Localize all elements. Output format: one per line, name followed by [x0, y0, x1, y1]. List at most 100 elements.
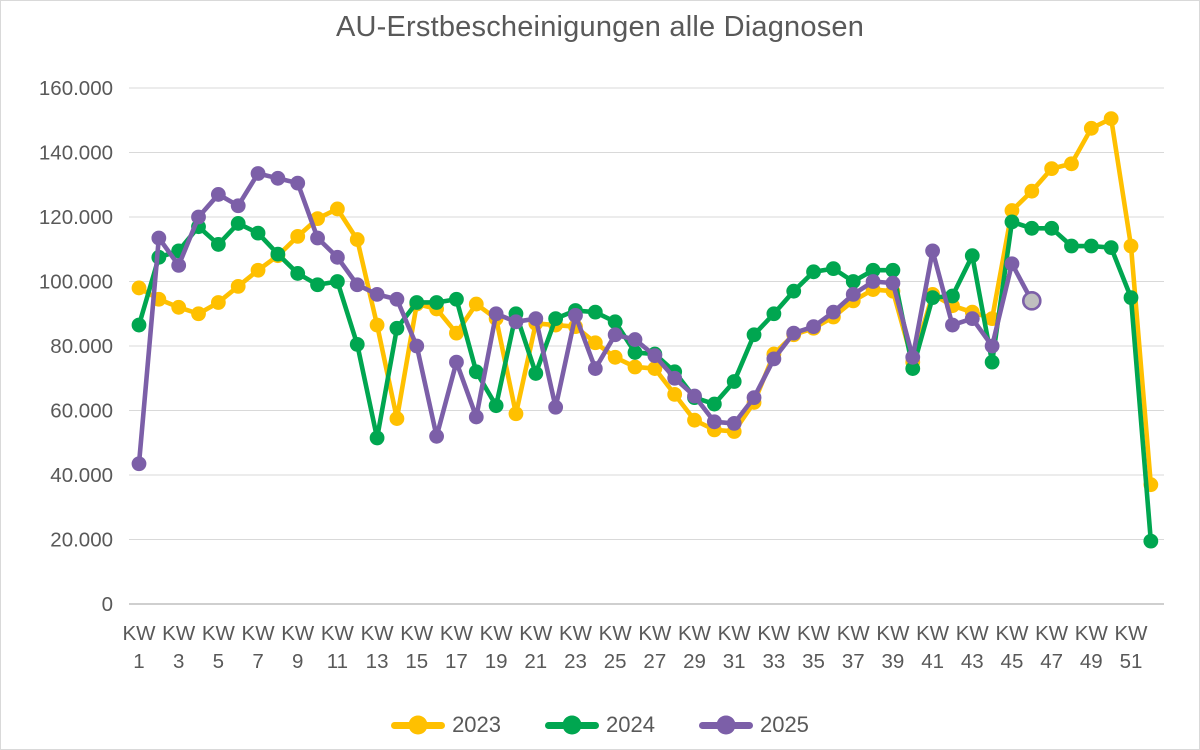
data-point-2025-kw27 [647, 348, 663, 364]
x-tick-label-week: 27 [643, 650, 666, 673]
data-point-2025-kw17 [449, 354, 464, 370]
data-point-2023-kw49 [1083, 120, 1099, 136]
data-point-2024-kw48 [1064, 238, 1079, 254]
y-tick-label: 160.000 [39, 77, 113, 100]
data-point-2023-kw3 [171, 299, 187, 315]
data-point-2024-kw41 [925, 290, 940, 306]
data-point-2024-kw25 [607, 314, 623, 330]
series-2024 [131, 214, 1159, 549]
data-point-2024-kw42 [945, 288, 960, 304]
data-point-2025-kw20 [508, 314, 524, 330]
data-point-2024-kw45 [1004, 214, 1020, 230]
data-point-2024-kw38 [865, 262, 881, 278]
data-point-2025-kw15 [409, 338, 425, 354]
legend-line-sample-2024 [545, 715, 600, 735]
y-tick-label: 140.000 [39, 142, 113, 165]
data-point-2024-kw9 [290, 266, 306, 281]
data-point-2023-kw29 [687, 412, 702, 428]
data-point-2025-kw12 [349, 277, 365, 293]
data-point-2025-kw19 [488, 306, 504, 322]
data-point-2024-kw47 [1044, 220, 1060, 236]
x-tick-label-prefix: KW [559, 622, 593, 645]
data-point-2025-kw4 [191, 209, 206, 225]
data-point-2024-kw14 [389, 320, 405, 336]
data-point-2025-kw46 [1022, 291, 1042, 311]
data-point-2024-kw17 [449, 291, 464, 307]
legend-line-sample-2025 [698, 715, 753, 735]
data-point-2025-kw29 [687, 388, 702, 404]
data-point-2024-kw8 [270, 246, 286, 262]
data-point-2025-kw21 [528, 311, 544, 326]
data-point-2023-kw27 [647, 361, 663, 376]
data-point-2024-kw40 [905, 361, 921, 376]
x-tick-label-prefix: KW [361, 622, 395, 645]
x-tick-label-week: 29 [683, 650, 706, 673]
data-point-2025-kw39 [885, 275, 901, 291]
x-tick-label-week: 51 [1120, 650, 1143, 673]
y-tick-label: 40.000 [50, 464, 113, 487]
x-tick-label-prefix: KW [281, 622, 315, 645]
data-point-2024-kw30 [706, 396, 722, 412]
series-line-2025 [136, 171, 1035, 467]
x-tick-label-week: 9 [292, 650, 303, 673]
data-point-2025-kw35 [806, 319, 821, 335]
data-point-2023-kw46 [1024, 183, 1040, 199]
data-point-2025-kw38 [865, 274, 881, 289]
data-point-2024-kw12 [349, 336, 365, 352]
data-point-2025-kw13 [369, 287, 385, 302]
data-point-2023-kw6 [230, 278, 246, 294]
x-tick-label-prefix: KW [599, 622, 633, 645]
data-point-2025-kw32 [746, 390, 762, 405]
data-point-2024-kw44 [984, 354, 1000, 370]
y-tick-label: 80.000 [50, 335, 113, 358]
x-tick-label-week: 33 [762, 650, 785, 673]
data-point-2024-kw32 [746, 327, 762, 343]
data-point-2023-kw9 [290, 228, 306, 244]
data-point-2024-kw10 [310, 277, 325, 293]
data-point-2025-kw2 [151, 230, 167, 246]
data-point-2024-kw52 [1143, 533, 1159, 549]
legend-item-2024: 2024 [545, 712, 655, 738]
legend-label-2024: 2024 [606, 712, 655, 737]
y-tick-label: 60.000 [50, 400, 113, 423]
data-point-2023-kw50 [1103, 111, 1119, 127]
data-point-2023-kw26 [627, 359, 643, 375]
legend-label-2023: 2023 [452, 712, 502, 737]
data-point-2024-kw13 [369, 430, 385, 446]
y-tick-label: 100.000 [39, 271, 113, 294]
x-tick-label-week: 49 [1080, 650, 1103, 673]
data-point-2025-kw7 [250, 166, 266, 181]
legend-marker-2023 [408, 715, 428, 735]
data-point-2023-kw5 [210, 295, 226, 310]
x-tick-label-prefix: KW [757, 622, 791, 645]
x-tick-label-week: 15 [405, 650, 428, 673]
data-point-2024-kw24 [587, 304, 603, 320]
data-point-2023-kw47 [1044, 161, 1060, 177]
x-tick-label-week: 43 [961, 650, 984, 673]
data-point-2025-kw6 [230, 198, 246, 214]
x-tick-label-week: 17 [445, 650, 468, 673]
data-point-2025-kw10 [310, 230, 325, 246]
data-point-2024-kw26 [627, 345, 643, 360]
data-point-2023-kw18 [468, 296, 484, 312]
data-point-2025-kw5 [210, 187, 226, 202]
data-point-2025-kw14 [389, 291, 405, 307]
data-point-2024-kw50 [1103, 240, 1119, 256]
data-point-2025-kw30 [706, 414, 722, 430]
data-point-2023-kw4 [191, 306, 206, 322]
data-point-2024-kw33 [766, 306, 782, 322]
legend-item-2023: 2023 [391, 712, 501, 738]
legend-label-2025: 2025 [759, 712, 809, 737]
legend-item-2025: 2025 [698, 712, 809, 738]
data-point-2025-kw36 [826, 304, 841, 320]
data-point-2024-kw6 [230, 216, 246, 231]
data-point-2023-kw28 [667, 386, 683, 402]
data-point-2024-kw11 [330, 274, 345, 289]
data-point-2025-kw34 [786, 325, 802, 341]
data-point-2025-kw23 [568, 307, 583, 323]
data-point-2023-kw12 [349, 232, 365, 247]
data-point-2023-kw11 [330, 201, 345, 217]
data-point-2024-kw37 [845, 274, 861, 289]
data-point-2025-kw44 [984, 338, 1000, 354]
